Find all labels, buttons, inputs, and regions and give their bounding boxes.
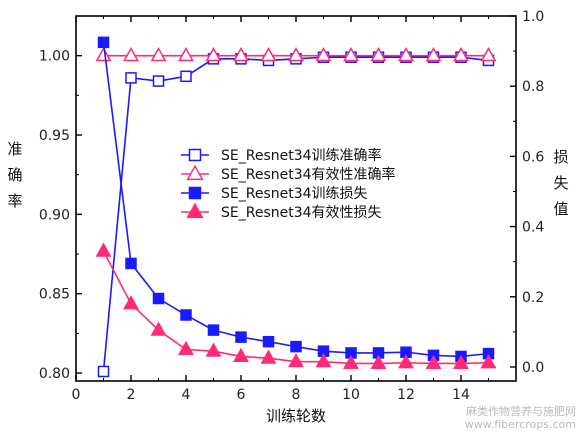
x-tick-label: 4 [182,387,191,403]
series-3-point [235,331,247,343]
x-tick-label: 2 [127,387,136,403]
x-tick-label: 6 [237,387,246,403]
series-3-point [152,292,165,305]
legend-marker-3 [188,186,202,200]
y-axis-left-title: 准确率 [7,140,22,210]
series-2-point [95,47,112,62]
series-2 [95,47,497,62]
series-4-point [453,354,469,370]
series-4-point [370,354,387,370]
x-tick-label: 8 [292,387,301,403]
series-3-point [207,324,220,336]
y-right-tick-label: 1.0 [522,9,544,25]
y-left-title-char: 准 [7,140,22,158]
y-left-tick-label: 0.95 [39,128,70,144]
y-right-title-char: 值 [553,200,568,218]
legend-marker-4 [186,202,204,219]
series-4-point [288,353,304,368]
series-2-point [398,47,414,62]
series-4 [95,242,497,370]
legend-marker-2 [186,164,204,181]
series-4-point [150,321,167,336]
series-3-point [97,36,110,49]
series-2-point [260,47,277,62]
watermark-line-1: 麻类作物营养与施肥网 [466,405,576,418]
series-4-point [205,342,222,357]
watermark: 麻类作物营养与施肥网 www.fibercrops.com [465,405,576,431]
series-2-point [425,47,442,62]
series-2-point [453,47,469,62]
series-3-point [262,335,275,348]
legend-marker-1 [188,148,202,162]
y-right-tick-label: 0.4 [522,220,544,236]
series-2-point [178,47,194,62]
series-3-point [290,340,302,353]
y-right-tick-label: 0.6 [522,149,544,165]
series-2-point [480,47,497,62]
y-left-tick-label: 0.85 [39,287,70,303]
series-2-point [288,47,304,62]
series-4-point [315,353,332,368]
y-axis-right-title: 损失值 [553,148,568,218]
y-left-title-char: 确 [7,166,22,184]
series-4-point [95,242,112,257]
y-left-tick-label: 0.90 [39,207,70,223]
legend-label-3: SE_Resnet34训练损失 [221,186,368,202]
x-tick-label: 10 [342,387,360,403]
y-right-title-char: 损 [553,148,568,166]
legend-label-2: SE_Resnet34有效性准确率 [221,166,396,183]
watermark-line-2: www.fibercrops.com [464,418,576,431]
series-2-point [150,47,167,62]
axes-layer: 0 2 4 6 8 10 12 14 0.80 0.85 0.90 0.95 1.00 0.0 0.2 0.4… [39,9,545,403]
y-left-tick-label: 0.80 [39,366,70,382]
series-1-point [152,75,165,87]
series-2-point [343,47,359,62]
x-tick-label: 14 [452,387,470,403]
series-3-point [180,309,192,321]
y-right-tick-label: 0.0 [522,360,544,376]
series-2-point [205,47,222,62]
series-4-point [123,295,139,310]
legend-label-4: SE_Resnet34有效性损失 [221,205,382,221]
legend: SE_Resnet34训练准确率 SE_Resnet34有效性准确率 SE_Resn… [181,147,396,221]
y-left-tick-label: 1.00 [39,49,70,65]
series-1-point [125,72,137,84]
x-tick-label: 12 [397,387,415,403]
x-axis-title: 训练轮数 [266,407,326,425]
series-4-point [260,349,277,364]
legend-label-1: SE_Resnet34训练准确率 [221,147,382,164]
y-left-title-char: 率 [7,192,22,210]
series-4-point [343,354,359,370]
y-right-title-char: 失 [553,174,568,192]
series-2-point [233,47,249,62]
series-4-point [480,354,497,369]
y-right-tick-label: 0.8 [522,79,544,95]
y-right-tick-label: 0.2 [522,290,544,306]
series-1-point [180,70,192,83]
series-3-point [125,257,137,270]
series-4-point [178,340,194,355]
series-2-point [315,47,332,62]
series-2-point [123,47,139,62]
series-2-point [370,47,387,62]
series-layer [95,36,497,378]
series-4-point [425,354,442,370]
series-1-point [97,365,110,378]
series-4-point [233,347,249,363]
series-4-point [398,354,414,369]
x-tick-label: 0 [72,387,81,403]
